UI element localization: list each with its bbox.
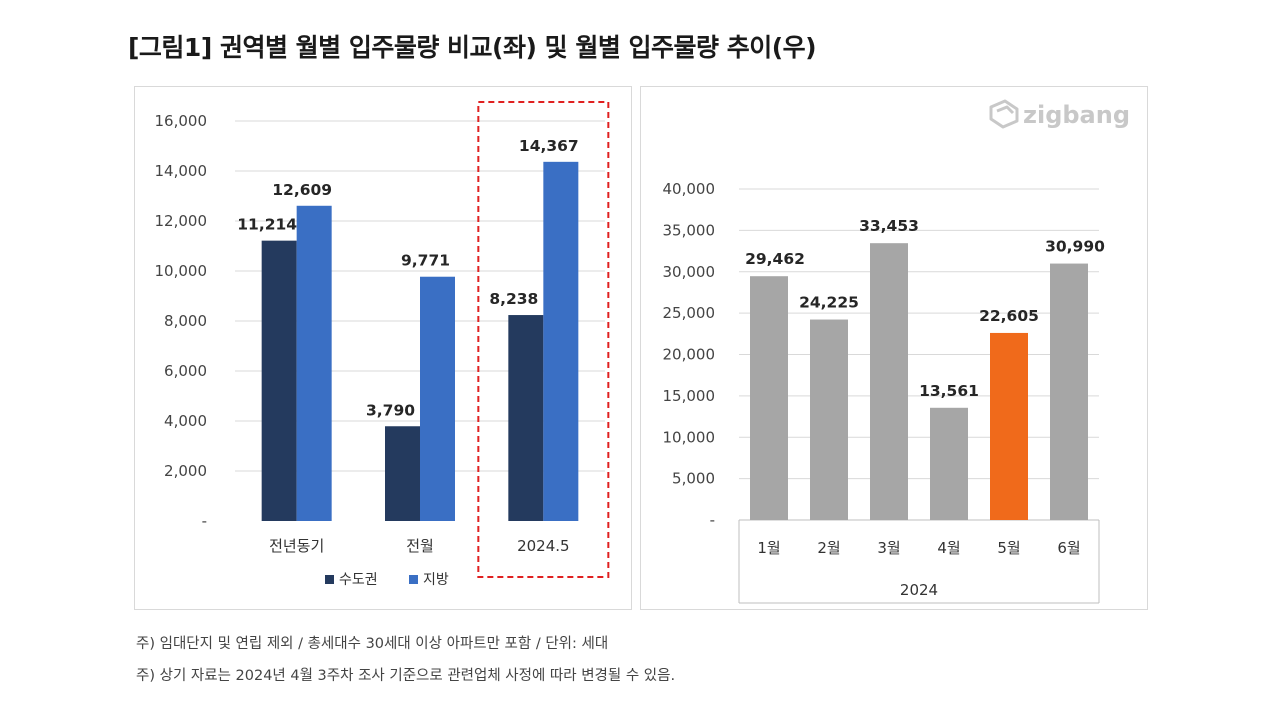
x-category-label: 5월 <box>997 539 1020 557</box>
zigbang-logo-text: zigbang <box>1023 101 1130 129</box>
bar <box>1050 263 1088 520</box>
y-tick-label: 35,000 <box>663 221 716 239</box>
y-tick-label: 2,000 <box>164 462 207 480</box>
footnote-2: 주) 상기 자료는 2024년 4월 3주차 조사 기준으로 관련업체 사정에 … <box>136 668 676 684</box>
data-label: 13,561 <box>919 382 979 400</box>
x-category-label: 1월 <box>757 539 780 557</box>
bar <box>750 276 788 520</box>
zigbang-logo-icon <box>989 99 1019 129</box>
y-tick-label: - <box>710 511 715 529</box>
x-category-label: 전년동기 <box>269 537 324 555</box>
footnote-1: 주) 임대단지 및 연립 제외 / 총세대수 30세대 이상 아파트만 포함 /… <box>136 636 609 652</box>
data-label: 24,225 <box>799 294 859 312</box>
data-label: 8,238 <box>489 290 538 308</box>
y-tick-label: 4,000 <box>164 412 207 430</box>
y-tick-label: 25,000 <box>663 304 716 322</box>
x-category-label: 전월 <box>406 537 434 555</box>
data-label: 12,609 <box>272 181 332 199</box>
y-tick-label: 12,000 <box>155 212 208 230</box>
x-category-label: 2월 <box>817 539 840 557</box>
y-tick-label: 15,000 <box>663 387 716 405</box>
data-label: 3,790 <box>366 401 415 419</box>
y-tick-label: 16,000 <box>155 112 208 130</box>
left-bar-chart: - 2,000 4,000 6,000 8,000 10,000 12,000 14,000 1… <box>155 101 610 588</box>
y-tick-label: 30,000 <box>663 263 716 281</box>
data-label: 29,462 <box>745 250 805 268</box>
left-chart-panel: - 2,000 4,000 6,000 8,000 10,000 12,000 14,000 1… <box>134 86 632 610</box>
bar <box>870 243 908 520</box>
right-bar-chart: zigbang - 5,000 10,000 15,000 20,000 25,000 30… <box>663 99 1130 604</box>
y-tick-label: 10,000 <box>155 262 208 280</box>
right-chart-panel: zigbang - 5,000 10,000 15,000 20,000 25,000 30… <box>640 86 1148 610</box>
bar <box>930 407 968 520</box>
legend-label: 수도권 <box>339 572 378 588</box>
legend-swatch <box>409 575 418 584</box>
legend-label: 지방 <box>423 572 449 588</box>
bar-metro <box>508 315 544 521</box>
data-label: 14,367 <box>519 137 579 155</box>
data-label: 11,214 <box>237 216 297 234</box>
y-tick-label: - <box>202 512 207 530</box>
data-label: 22,605 <box>979 307 1039 325</box>
page-title: [그림1] 권역별 월별 입주물량 비교(좌) 및 월별 입주물량 추이(우) <box>128 33 817 62</box>
x-group-label: 2024 <box>900 581 938 599</box>
bar-highlight <box>990 332 1028 520</box>
y-tick-label: 14,000 <box>155 162 208 180</box>
bar-metro <box>261 240 297 521</box>
bar <box>810 319 848 520</box>
y-tick-label: 10,000 <box>663 428 716 446</box>
data-label: 33,453 <box>859 217 919 235</box>
bar-metro <box>385 426 420 521</box>
y-tick-label: 20,000 <box>663 346 716 364</box>
y-tick-label: 40,000 <box>663 180 716 198</box>
x-category-label: 6월 <box>1057 539 1080 557</box>
zigbang-logo: zigbang <box>989 99 1130 129</box>
y-tick-label: 6,000 <box>164 362 207 380</box>
legend-swatch <box>325 575 334 584</box>
bar-regional <box>296 205 332 521</box>
x-category-label: 2024.5 <box>517 537 570 555</box>
x-category-label: 3월 <box>877 539 900 557</box>
data-label: 30,990 <box>1045 238 1105 256</box>
data-label: 9,771 <box>401 252 450 270</box>
y-tick-label: 8,000 <box>164 312 207 330</box>
y-tick-label: 5,000 <box>672 470 715 488</box>
x-category-label: 4월 <box>937 539 960 557</box>
bar-regional <box>420 276 455 521</box>
bar-regional <box>543 161 579 521</box>
